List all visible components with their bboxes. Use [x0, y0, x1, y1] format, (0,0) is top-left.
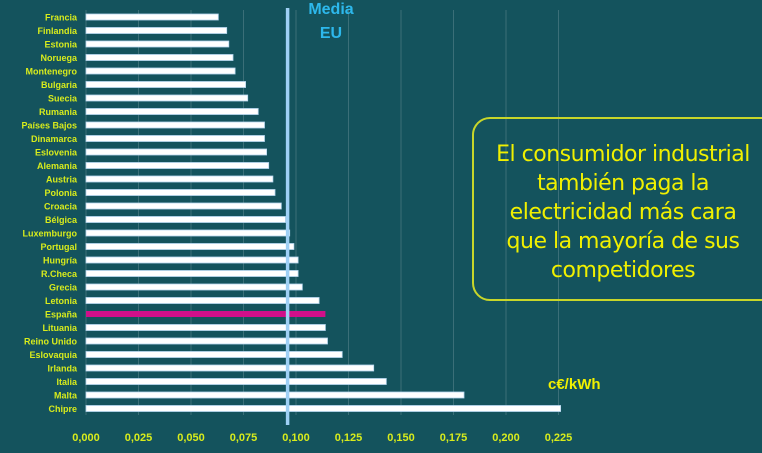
x-tick-label: 0,150 — [387, 432, 415, 444]
bar-letonia — [85, 297, 320, 304]
bar-suecia — [85, 94, 249, 102]
annotation-text: El consumidor industrial también paga la… — [478, 140, 762, 285]
bar-portugal — [85, 243, 295, 250]
reference-line-label: Media EU — [296, 0, 366, 46]
category-label: Portugal — [40, 242, 77, 252]
category-label: Austria — [46, 175, 78, 185]
category-label: Reino Unido — [24, 337, 77, 347]
category-label: Dinamarca — [31, 134, 78, 144]
category-label: Montenegro — [26, 67, 78, 77]
category-label: R.Checa — [41, 269, 78, 279]
annotation-line: también paga la — [536, 171, 710, 196]
x-tick-label: 0,100 — [282, 432, 310, 444]
category-label: España — [45, 310, 78, 320]
annotation-line: que la mayoría de sus — [506, 229, 740, 254]
bar-irlanda — [85, 364, 375, 372]
annotation-line: electricidad más cara — [509, 200, 737, 225]
reference-label-line1: Media — [308, 1, 354, 18]
annotation-line: competidores — [550, 258, 696, 283]
bar-pa-ses-bajos — [85, 121, 265, 129]
bar-malta — [85, 391, 465, 399]
annotation-box — [472, 117, 762, 301]
bar-lituania — [85, 324, 326, 331]
category-label: Francia — [45, 13, 78, 23]
category-label: Suecia — [48, 94, 78, 104]
category-label: Malta — [54, 391, 78, 401]
bar-eslovaquia — [85, 351, 343, 358]
category-label: Noruega — [40, 53, 78, 63]
category-label: Italia — [56, 377, 78, 387]
bar-eslovenia — [85, 148, 268, 156]
x-tick-label: 0,175 — [440, 432, 468, 444]
category-label: Estonia — [44, 40, 78, 50]
category-label: Finlandia — [37, 26, 77, 36]
x-tick-label: 0,225 — [545, 432, 573, 444]
category-label: Bulgaria — [41, 80, 78, 90]
bar-alemania — [85, 162, 270, 169]
bar-dinamarca — [85, 135, 265, 142]
x-tick-label: 0,125 — [335, 432, 363, 444]
category-label: Lituania — [42, 323, 77, 333]
bar-noruega — [85, 54, 234, 61]
bar-r-checa — [85, 270, 299, 277]
bar-croacia — [85, 202, 282, 210]
reference-label-line2: EU — [319, 25, 343, 42]
bar-espa-a — [86, 311, 326, 317]
bar-polonia — [85, 189, 276, 196]
category-label: Letonia — [45, 296, 78, 306]
category-label: Luxemburgo — [22, 229, 77, 239]
category-label: Alemania — [37, 161, 78, 171]
bar-bulgaria — [85, 81, 247, 88]
category-label: Eslovenia — [35, 148, 78, 158]
bar-montenegro — [85, 67, 236, 75]
bar-chipre — [85, 405, 562, 412]
bar-francia — [85, 13, 219, 21]
category-label: Hungría — [43, 256, 78, 266]
bar-rumania — [85, 108, 259, 115]
bar-estonia — [85, 40, 230, 48]
x-tick-label: 0,000 — [72, 432, 100, 444]
category-label: Eslovaquia — [29, 350, 78, 360]
category-label: Grecia — [49, 283, 78, 293]
bar-grecia — [85, 283, 303, 291]
bar-italia — [85, 378, 387, 385]
category-label: Polonia — [44, 188, 77, 198]
x-tick-label: 0,200 — [492, 432, 520, 444]
category-label: Rumania — [39, 107, 78, 117]
x-tick-label: 0,075 — [230, 432, 258, 444]
x-tick-label: 0,025 — [125, 432, 153, 444]
bar-austria — [85, 175, 274, 183]
annotation-line: El consumidor industrial — [496, 142, 750, 167]
x-axis-unit-label: c€/kWh — [548, 376, 601, 393]
x-tick-label: 0,050 — [177, 432, 205, 444]
bar-b-lgica — [85, 216, 286, 223]
bar-reino-unido — [85, 337, 328, 345]
category-label: Croacia — [44, 202, 78, 212]
category-label: Chipre — [48, 404, 77, 414]
bar-finlandia — [85, 27, 228, 34]
bar-hungr-a — [85, 256, 299, 264]
category-label: Bélgica — [45, 215, 78, 225]
category-label: Irlanda — [47, 364, 78, 374]
category-label: Países Bajos — [21, 121, 77, 131]
bar-luxemburgo — [85, 229, 291, 237]
